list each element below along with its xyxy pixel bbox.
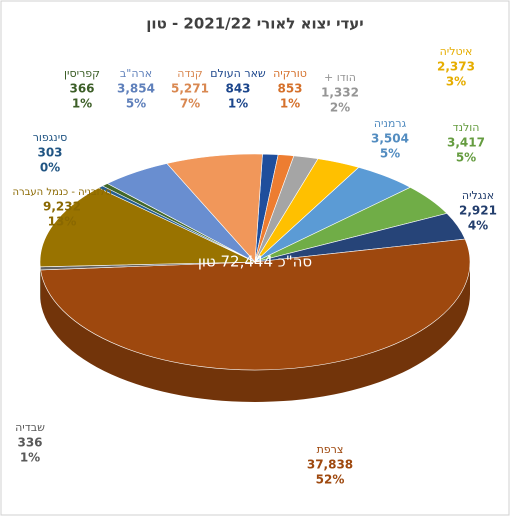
value-label: 1,332 [321, 86, 359, 100]
percent-label: 13% [48, 215, 77, 229]
value-label: 843 [225, 82, 250, 96]
value-label: 336 [17, 436, 42, 450]
value-label: 37,838 [307, 458, 353, 472]
slice-name: הודו + [324, 71, 356, 84]
slice-name: קפריסין [64, 67, 100, 80]
slice-name: איטליה [440, 45, 473, 58]
slice-name: סלובניה - כנמל העברה [12, 187, 111, 198]
percent-label: 1% [228, 97, 248, 111]
slice-name: אנגליה [462, 189, 494, 202]
slice-name: הולנד [453, 121, 480, 134]
value-label: 3,504 [371, 132, 409, 146]
value-label: 303 [37, 146, 62, 160]
value-label: 853 [277, 82, 302, 96]
percent-label: 4% [468, 219, 488, 233]
value-label: 366 [69, 82, 94, 96]
percent-label: 2% [330, 101, 350, 115]
value-label: 9,232 [43, 200, 81, 214]
slice-name: ארה"ב [120, 67, 152, 80]
chart-title: יעדי יצוא לאורי 2021/22 - טון [146, 15, 363, 33]
percent-label: 5% [456, 151, 476, 165]
percent-label: 5% [126, 97, 146, 111]
center-label: סה"כ 72,444 טון [198, 253, 312, 271]
slice-name: שבדיה [15, 421, 45, 434]
slice-name: גרמניה [374, 117, 407, 130]
percent-label: 7% [180, 97, 200, 111]
value-label: 3,417 [447, 136, 485, 150]
value-label: 2,921 [459, 204, 497, 218]
slice-name: סינגפור [33, 131, 68, 144]
percent-label: 5% [380, 147, 400, 161]
percent-label: 1% [280, 97, 300, 111]
value-label: 5,271 [171, 82, 209, 96]
slice-name: צרפת [317, 443, 344, 456]
percent-label: 3% [446, 75, 466, 89]
percent-label: 1% [20, 451, 40, 465]
slice-name: טורקיה [273, 67, 307, 80]
value-label: 3,854 [117, 82, 155, 96]
slice-name: שאר העולם [210, 67, 266, 80]
slice-name: קנדה [177, 67, 202, 80]
percent-label: 1% [72, 97, 92, 111]
percent-label: 52% [316, 473, 345, 487]
percent-label: 0% [40, 161, 60, 175]
value-label: 2,373 [437, 60, 475, 74]
